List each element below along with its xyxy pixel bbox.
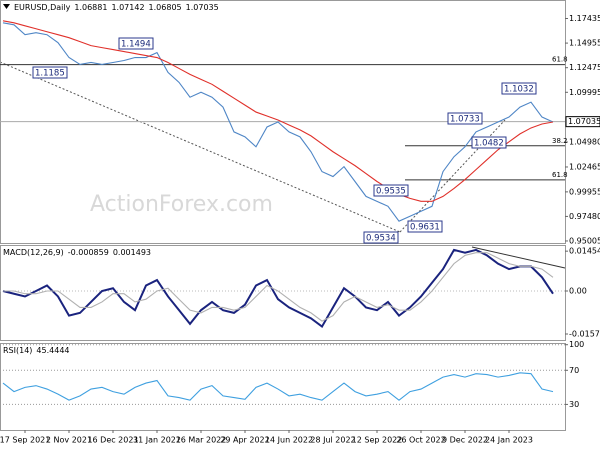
price-label: 1.0482 [474, 139, 504, 149]
y-tick-label: 70 [569, 366, 579, 375]
price-label-box [471, 136, 507, 149]
y-tick-label: 1.04980 [569, 138, 600, 147]
series-line [2, 372, 554, 401]
panel-header: EURUSD,Daily 1.06881 1.07142 1.06805 1.07035 [14, 3, 219, 12]
fib-label: 38.2 [552, 137, 568, 145]
price-label-box [363, 231, 399, 244]
y-tick-label: 1.17435 [569, 14, 600, 23]
price-label-box [447, 112, 483, 125]
last-price-box [565, 116, 600, 128]
y-tick-label: 1.09995 [569, 88, 600, 97]
panel-title: MACD(12,26,9) [3, 248, 64, 257]
price-label: 1.1494 [121, 40, 151, 50]
x-tick-label: 31 Jan 2022 [133, 436, 181, 445]
x-tick-label: 16 Mar 2022 [176, 436, 227, 445]
x-tick-label: 26 Oct 2022 [396, 436, 445, 445]
price-label: 0.9535 [376, 187, 406, 197]
panel-frame [0, 343, 566, 431]
x-tick-label: 14 Jun 2022 [265, 436, 313, 445]
panel-title: RSI(14) [3, 346, 32, 355]
series-line [2, 22, 554, 222]
y-tick-label: 1.02465 [569, 162, 600, 171]
y-tick-label: 0.97480 [569, 212, 600, 221]
x-tick-label: 24 Jan 2023 [485, 436, 533, 445]
y-tick-label: -0.015712 [569, 330, 600, 339]
readout-value: 1.07035 [186, 3, 219, 12]
y-tick-label: 1.14955 [569, 39, 600, 48]
price-label-box [407, 220, 443, 233]
readout-value: -0.000859 [68, 248, 109, 257]
readout-value: 1.06805 [149, 3, 182, 12]
price-label: 0.9631 [410, 223, 440, 233]
series-line [2, 20, 554, 202]
y-tick-label: 1.12475 [569, 63, 600, 72]
fib-label: 61.8 [552, 171, 568, 179]
y-tick-label: 0.95005 [569, 236, 600, 245]
y-tick-label: 0.99955 [569, 187, 600, 196]
price-label-box [501, 82, 537, 95]
y-tick-label: 0.014549 [569, 247, 600, 256]
readout-value: 0.001493 [113, 248, 151, 257]
price-label-box [32, 66, 68, 79]
x-tick-label: 16 Dec 2021 [87, 436, 138, 445]
fib-label: 61.8 [552, 56, 568, 64]
macd-trend-line [471, 246, 566, 269]
watermark: ActionForex.com [90, 192, 273, 217]
x-tick-label: 17 Sep 2021 [0, 436, 50, 445]
panel-header: RSI(14) 45.4444 [3, 346, 70, 355]
series-line [2, 248, 554, 329]
readout-value: 45.4444 [36, 346, 69, 355]
y-tick-label: 0.00 [569, 286, 587, 295]
y-tick-label: 30 [569, 400, 579, 409]
readout-value: 1.07142 [111, 3, 144, 12]
price-label-box [373, 184, 409, 197]
y-tick-label: 100 [569, 340, 584, 349]
x-tick-label: 28 Jul 2022 [310, 436, 355, 445]
readout-value: 1.06881 [74, 3, 107, 12]
series-line [3, 252, 554, 322]
panel-title: EURUSD,Daily [14, 3, 71, 12]
x-tick-label: 29 Apr 2022 [220, 436, 269, 445]
panel-header: MACD(12,26,9) -0.000859 0.001493 [3, 248, 151, 257]
price-label-box [118, 37, 154, 50]
price-label: 1.1032 [504, 85, 534, 95]
price-label: 0.9534 [366, 234, 396, 244]
x-tick-label: 9 Dec 2022 [442, 436, 488, 445]
price-label: 1.0733 [450, 115, 480, 125]
menu-arrow [3, 4, 10, 9]
x-tick-label: 12 Sep 2022 [352, 436, 403, 445]
price-label: 1.1185 [35, 69, 65, 79]
x-tick-label: 2 Nov 2021 [46, 436, 92, 445]
trend-line [0, 61, 401, 233]
last-price-label: 1.07035 [568, 117, 600, 126]
panel-frame [0, 245, 566, 341]
